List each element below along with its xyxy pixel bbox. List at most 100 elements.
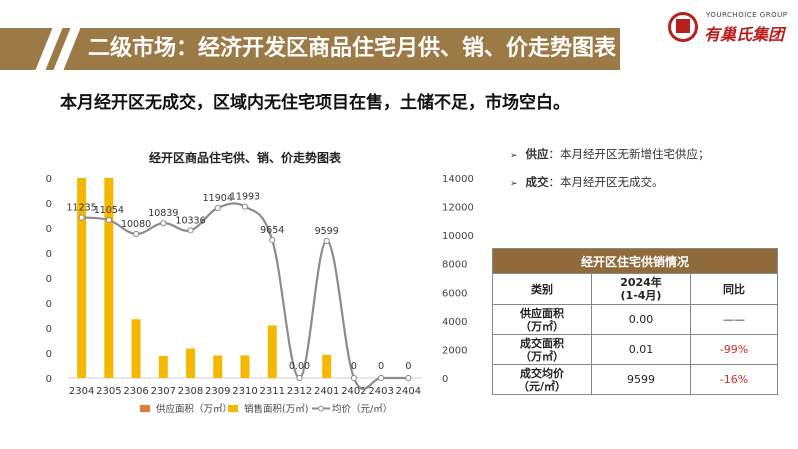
bar-sales-area (186, 348, 196, 378)
price-data-label: 0 (378, 361, 384, 372)
price-data-label: 11904 (203, 193, 233, 204)
price-point (78, 214, 85, 221)
y-left-tick-label: 0 (46, 174, 52, 185)
price-data-label: 10080 (121, 219, 151, 230)
bar-sales-area (158, 356, 168, 378)
y-right-tick-label: 0 (442, 374, 448, 385)
price-data-label: 10336 (175, 215, 205, 226)
table-cell-value: 0.01 (591, 334, 691, 365)
table-row: 供应面积 （万㎡） 0.00 —— (492, 304, 778, 335)
y-right-tick-label: 12000 (442, 203, 474, 214)
bullet-supply-text: ：本月经开区无新增住宅供应； (548, 147, 710, 161)
bullet-deal-text: ：本月经开区无成交。 (548, 175, 664, 189)
price-data-label: 0.00 (289, 361, 310, 372)
price-point (296, 374, 303, 382)
logo-cn-text: 有巢氏集团 (704, 25, 785, 44)
x-tick-label: 2309 (205, 386, 230, 397)
legend-swatch (228, 405, 238, 412)
price-point (378, 374, 385, 382)
logo-en-text: YOURCHOICE GROUP (706, 11, 788, 19)
table-cell-value: 0.00 (591, 304, 691, 335)
legend-label: 均价（元/㎡） (332, 403, 392, 415)
price-data-label: 11235 (66, 203, 96, 214)
price-data-label: 10839 (148, 208, 178, 219)
table-header-yoy: 同比 (690, 273, 778, 305)
bullet-deal: ➢ 成交：本月经开区无成交。 (510, 174, 710, 190)
price-point (132, 230, 140, 238)
x-tick-label: 2401 (314, 386, 339, 397)
bar-sales-area (240, 355, 250, 378)
price-data-label: 11993 (230, 192, 260, 203)
x-tick-label: 2402 (341, 386, 366, 397)
arrow-right-icon: ➢ (510, 151, 518, 161)
table-row: 成交均价 （元/㎡） 9599 -16% (492, 364, 778, 395)
table-cell-value: 9599 (591, 364, 691, 395)
y-left-tick-label: 0 (46, 274, 52, 285)
price-point (269, 236, 276, 244)
bullet-supply: ➢ 供应：本月经开区无新增住宅供应； (510, 146, 710, 162)
price-point (214, 204, 221, 212)
price-point (241, 203, 249, 210)
y-left-tick-label: 0 (46, 199, 52, 210)
table-header-period: 2024年 (1-4月) (591, 273, 691, 305)
page-title: 二级市场：经济开发区商品住宅月供、销、价走势图表 (88, 36, 617, 61)
y-right-tick-label: 6000 (442, 288, 467, 299)
y-left-tick-label: 0 (46, 324, 52, 335)
x-tick-label: 2304 (69, 386, 94, 397)
x-tick-label: 2312 (287, 386, 312, 397)
table-cell-label: 成交均价 （元/㎡） (492, 364, 592, 395)
chart-title: 经开区商品住宅供、销、价走势图表 (149, 150, 342, 165)
table-caption: 经开区住宅供销情况 (492, 248, 778, 274)
legend-label: 销售面积(万㎡) (244, 403, 308, 415)
price-point (323, 237, 330, 244)
legend-swatch (140, 405, 150, 412)
table-cell-yoy: -16% (690, 364, 778, 395)
bar-sales-area (267, 325, 277, 378)
price-data-label: 9599 (315, 226, 339, 237)
price-data-label: 0 (405, 361, 411, 372)
legend-swatch-marker (318, 405, 324, 412)
price-point (187, 227, 194, 234)
y-right-tick-label: 10000 (442, 231, 474, 242)
table-cell-label: 成交面积 （万㎡） (492, 334, 592, 365)
x-tick-label: 2305 (96, 386, 121, 397)
trend-chart: 经开区商品住宅供、销、价走势图表 0 0 0 0 0 0 0 0 0 0 2000 4000 6000 80… (46, 150, 474, 415)
price-line (81, 202, 409, 390)
y-left-tick-label: 0 (46, 299, 52, 310)
price-data-label: 11054 (94, 205, 124, 216)
y-left-tick-label: 0 (46, 374, 52, 385)
price-point (405, 374, 412, 382)
table-header-category: 类别 (492, 273, 592, 305)
price-point (350, 374, 358, 382)
bar-sales-area (77, 178, 87, 378)
x-tick-label: 2311 (260, 386, 285, 397)
legend-label: 供应面积（万㎡） (156, 403, 232, 415)
table-cell-yoy: -99% (690, 334, 778, 365)
bullet-list: ➢ 供应：本月经开区无新增住宅供应； ➢ 成交：本月经开区无成交。 (510, 146, 710, 202)
x-tick-label: 2308 (178, 386, 203, 397)
y-right-tick-label: 4000 (442, 317, 467, 328)
x-tick-label: 2306 (123, 386, 148, 397)
table-row: 成交面积 （万㎡） 0.01 -99% (492, 334, 778, 365)
y-left-tick-label: 0 (46, 349, 52, 360)
y-left-tick-label: 0 (46, 224, 52, 235)
price-point (160, 220, 167, 227)
x-tick-label: 2307 (151, 386, 176, 397)
title-band (0, 28, 620, 70)
bar-sales-area (104, 178, 114, 378)
x-tick-label: 2403 (368, 386, 393, 397)
x-tick-label: 2404 (396, 386, 421, 397)
table-cell-label: 供应面积 （万㎡） (492, 304, 592, 335)
y-right-tick-label: 2000 (442, 345, 467, 356)
table-cell-yoy: —— (690, 304, 778, 335)
logo-ring-icon (668, 12, 698, 42)
price-data-label: 0 (351, 361, 357, 372)
y-right-tick-label: 14000 (442, 174, 474, 185)
company-logo: YOURCHOICE GROUP 有巢氏集团 (668, 10, 792, 44)
y-left-tick-label: 0 (46, 249, 52, 260)
bar-sales-area (213, 355, 223, 378)
logo-house-icon (676, 19, 690, 33)
bullet-deal-label: 成交 (525, 175, 549, 189)
x-tick-label: 2310 (232, 386, 257, 397)
supply-demand-table: 经开区住宅供销情况 类别 2024年 (1-4月) 同比 供应面积 （万㎡） 0… (492, 248, 778, 395)
